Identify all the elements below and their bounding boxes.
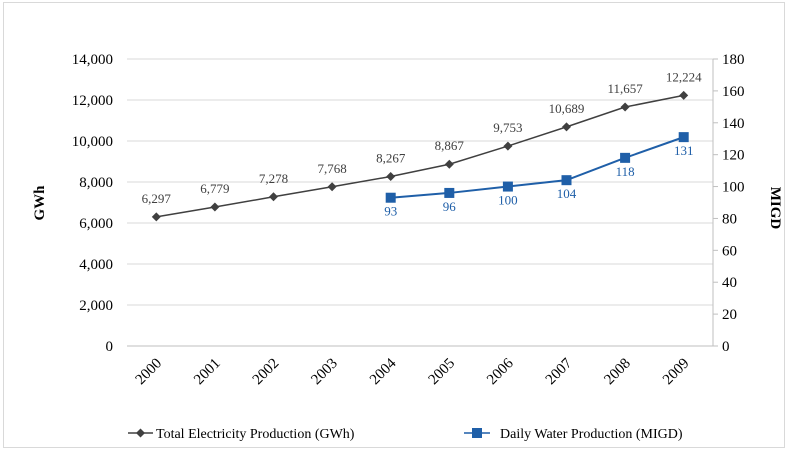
electricity-point [562,122,571,132]
y-tick-label: 6,000 [79,216,113,232]
y-tick-label: 4,000 [79,257,113,273]
y-axis-right-ticks: 0 20 40 60 80 100 120 140 160 180 [722,52,745,355]
electricity-data-label: 10,689 [549,101,585,116]
y2-tick-label: 40 [722,275,737,291]
y-axis-right-title: MIGD [767,187,783,230]
water-data-label: 131 [674,143,694,158]
x-tick-label: 2008 [601,356,634,389]
x-axis-ticks: 2000 2001 2002 2003 2004 2005 2006 2007 2008 2009 [133,355,693,388]
y-axis-left-ticks: 0 2,000 4,000 6,000 8,000 10,000 12,000 14,000 [72,52,113,355]
x-tick-label: 2004 [367,355,400,388]
water-data-label: 100 [498,193,518,208]
gridlines [127,58,713,306]
y2-tick-label: 180 [722,52,745,68]
electricity-data-label: 9,753 [493,120,522,135]
water-data-label: 93 [384,204,397,219]
electricity-data-label: 11,657 [607,81,643,96]
axes [127,58,718,347]
x-tick-label: 2009 [660,356,693,389]
y2-tick-label: 80 [722,211,737,227]
electricity-point [444,159,454,169]
electricity-point [679,90,689,100]
legend-label-electricity: Total Electricity Production (GWh) [156,427,355,442]
legend: Total Electricity Production (GWh) Daily… [128,427,683,442]
y-tick-label: 12,000 [72,93,113,109]
y-tick-label: 0 [106,339,114,355]
x-tick-label: 2007 [543,355,576,388]
y-tick-label: 8,000 [79,175,113,191]
electricity-point [269,192,278,202]
electricity-data-label: 7,278 [259,171,288,186]
water-data-label: 96 [443,199,457,214]
x-tick-label: 2006 [484,355,517,388]
chart-frame [3,2,785,448]
y-tick-label: 14,000 [72,52,113,68]
series-group [151,90,689,222]
water-point [620,152,631,163]
electricity-series-line [156,94,684,218]
data-labels: 6,297 6,779 7,278 7,768 8,267 8,867 9,753 10,68… [142,69,702,218]
water-point [502,181,513,192]
legend-item-water: Daily Water Production (MIGD) [464,427,683,442]
water-series-line [390,136,685,199]
electricity-data-label: 8,267 [376,151,406,166]
y2-tick-label: 140 [722,116,745,132]
electricity-point [327,182,337,192]
electricity-point [620,102,630,112]
electricity-data-label: 7,768 [317,161,346,176]
water-point [561,175,572,186]
legend-item-electricity: Total Electricity Production (GWh) [128,427,355,442]
water-data-label: 118 [616,164,635,179]
y2-tick-label: 100 [722,180,745,196]
x-tick-label: 2005 [426,356,459,389]
legend-marker-square-icon [472,428,482,438]
electricity-point [210,202,220,212]
water-data-label: 104 [557,186,577,201]
legend-marker-diamond-icon [136,428,145,438]
x-tick-label: 2001 [191,356,224,389]
legend-label-water: Daily Water Production (MIGD) [500,427,683,442]
electricity-data-label: 6,297 [142,191,172,206]
y-tick-label: 2,000 [79,298,113,314]
x-tick-label: 2002 [250,356,283,389]
electricity-data-label: 12,224 [666,69,702,84]
y2-tick-label: 60 [722,243,737,259]
y2-tick-label: 120 [722,148,745,164]
electricity-data-label: 8,867 [435,138,465,153]
y-axis-left-title: GWh [32,185,48,221]
y2-tick-label: 20 [722,307,737,323]
y2-tick-label: 0 [722,339,730,355]
electricity-data-label: 6,779 [200,181,229,196]
y-tick-label: 10,000 [72,134,113,150]
water-point [385,192,396,203]
x-tick-label: 2000 [133,356,166,389]
water-point [444,187,455,198]
electricity-point [503,141,513,151]
electricity-point [151,212,161,222]
electricity-point [386,172,396,182]
y2-tick-label: 160 [722,84,745,100]
water-point [678,132,689,143]
x-tick-label: 2003 [308,356,341,389]
